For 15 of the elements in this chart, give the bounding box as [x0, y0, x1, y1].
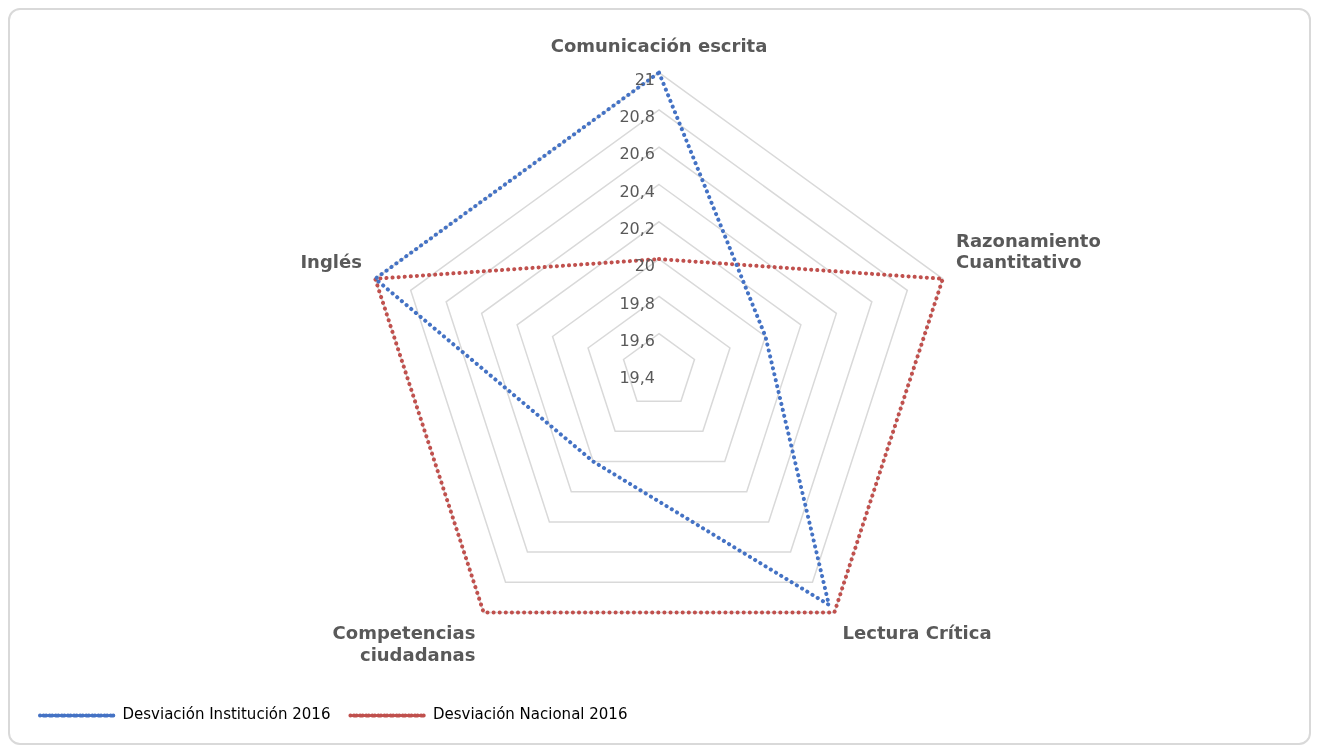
- y-tick-label: 19,6: [619, 330, 655, 350]
- spoke-label: Inglés: [300, 251, 362, 273]
- legend-label: Desviación Institución 2016: [122, 705, 331, 724]
- spoke-label: Razonamiento Cuantitativo: [956, 229, 1101, 273]
- legend-label: Desviación Nacional 2016: [432, 705, 628, 724]
- y-tick-label: 20: [634, 256, 655, 276]
- spoke-label: Competencias ciudadanas: [332, 622, 476, 665]
- y-tick-label: 19,4: [619, 368, 655, 388]
- spoke-label: Lectura Crítica: [842, 622, 992, 644]
- y-tick-label: 19,8: [619, 293, 655, 313]
- y-tick-label: 20,8: [619, 107, 655, 127]
- y-tick-label: 20,4: [619, 181, 655, 201]
- y-tick-label: 20,6: [619, 144, 655, 164]
- y-tick-label: 20,2: [619, 218, 655, 238]
- spoke-label: Comunicación escrita: [550, 35, 768, 57]
